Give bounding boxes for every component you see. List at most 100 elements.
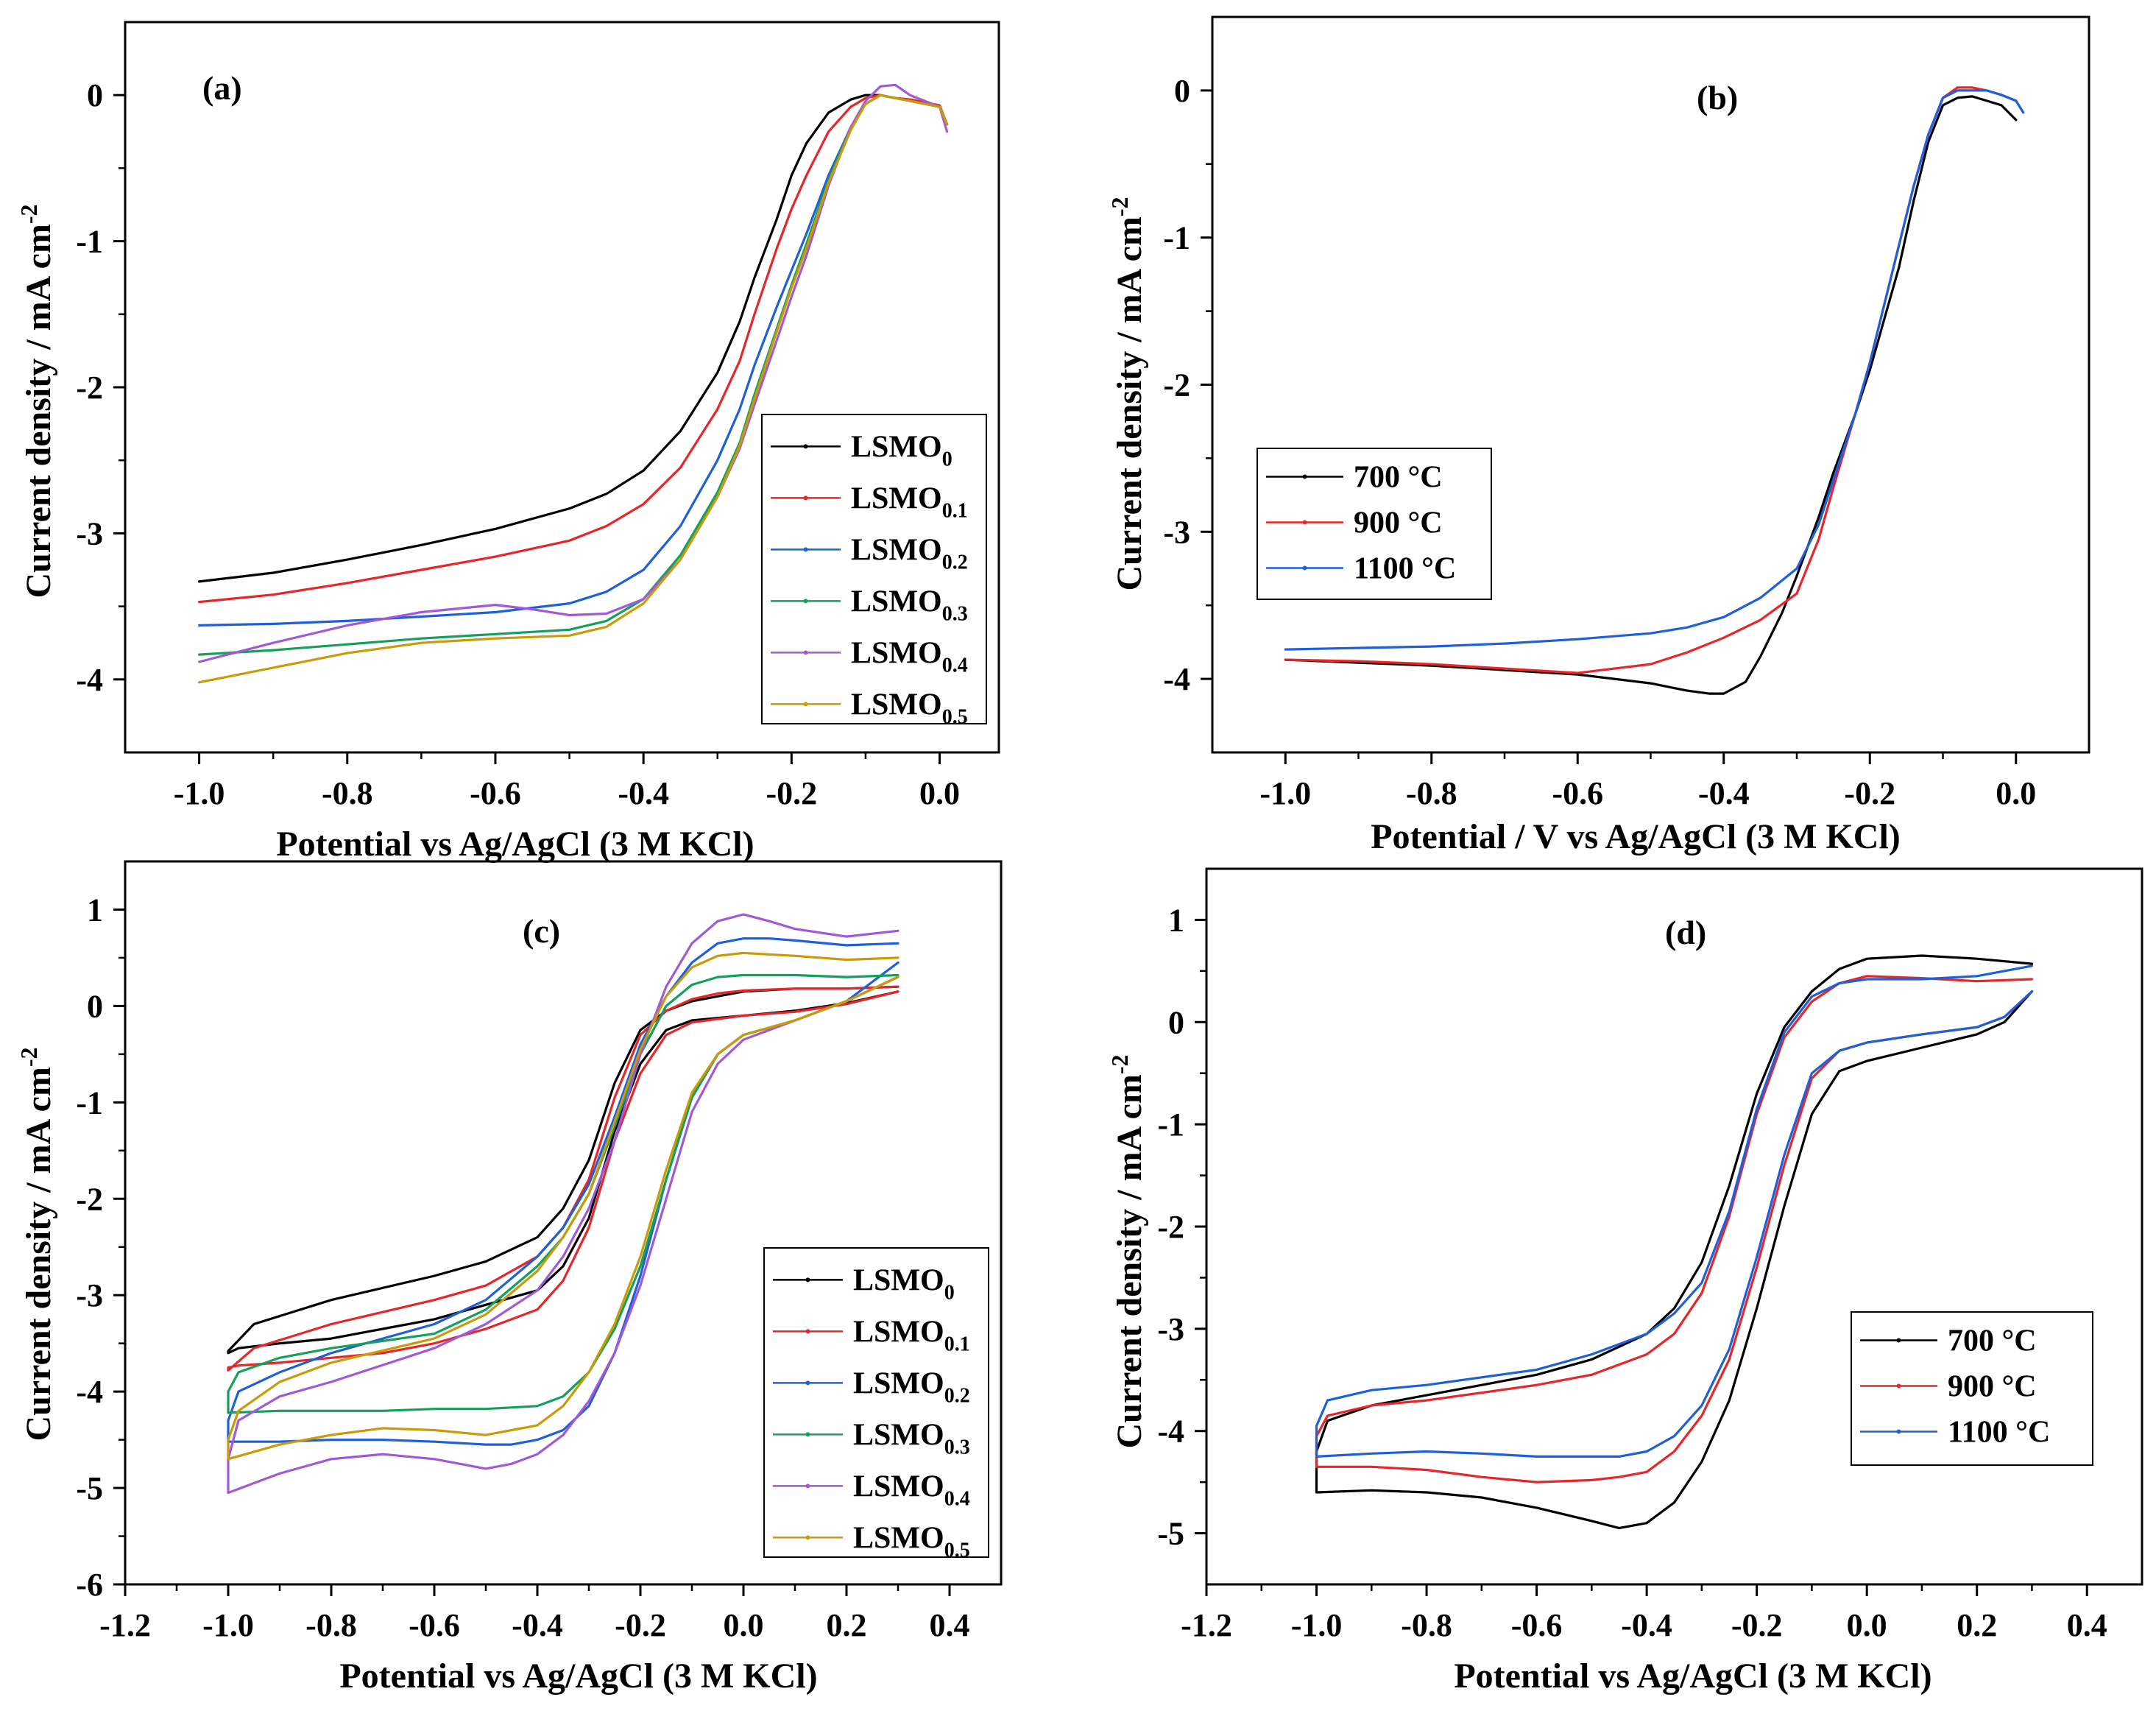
panel-c-legend-marker-5 xyxy=(805,1535,810,1540)
panel-b-xtick-label-0: -1.0 xyxy=(1259,775,1311,811)
panel-d-xtick-label-1: -1.0 xyxy=(1291,1607,1343,1643)
panel-a-xtick-label-5: 0.0 xyxy=(919,775,960,811)
panel-d-xtick-label-5: -0.2 xyxy=(1731,1607,1783,1643)
panel-d-legend: 700 °C 900 °C 1100 °C xyxy=(1851,1311,2093,1466)
panel-d-xtick-label-6: 0.0 xyxy=(1847,1607,1887,1643)
panel-b-ylabel-sup: -2 xyxy=(1106,197,1133,216)
panel-d-ytick-label-3: -2 xyxy=(1157,1209,1184,1245)
panel-a-legend-marker-2 xyxy=(803,547,808,552)
panel-d-legend-marker-1 xyxy=(1896,1383,1901,1389)
panel-d-ylabel-sup: -2 xyxy=(1106,1054,1133,1074)
panel-d-ytick-label-0: 1 xyxy=(1168,902,1184,938)
panel-a-ytick-label-0: 0 xyxy=(87,77,103,113)
panel-c-legend-label-1: LSMO0.1 xyxy=(853,1315,970,1355)
panel-d-ylabel-text: Current density / mA cm xyxy=(1110,1074,1149,1448)
panel-c-legend-box xyxy=(763,1247,989,1558)
panel-b-legend-label-0: 700 °C xyxy=(1354,460,1443,494)
panel-a-series-5 xyxy=(198,94,949,684)
panel-c-ytick-label-7: -6 xyxy=(76,1567,103,1603)
panel-b-legend-label-1: 900 °C xyxy=(1354,506,1443,540)
panel-a-xtick-label-0: -1.0 xyxy=(174,775,225,811)
panel-d-xtick-label-8: 0.4 xyxy=(2067,1607,2107,1643)
panel-c-legend-label-0: LSMO0 xyxy=(853,1263,955,1304)
svg-text:Current density / mA cm-2: Current density / mA cm-2 xyxy=(1106,197,1149,590)
panel-a-legend-label-1: LSMO0.1 xyxy=(851,481,968,522)
panel-a-legend: LSMO0 LSMO0.1 LSMO0.2 LSMO0.3 LSMO0.4 LSMO0.5 xyxy=(761,414,987,728)
panel-c-ytick-label-2: -1 xyxy=(76,1084,103,1121)
panel-b-legend-box xyxy=(1257,448,1492,600)
panel-c-label: (c) xyxy=(523,912,560,950)
panel-b-ylabel-text: Current density / mA cm xyxy=(1110,216,1149,590)
panel-a: (a) -1.0 -0.8 -0.6 -0.4 -0.2 0.0 0 -1 -2 -3 -4 Pot… xyxy=(15,21,1000,864)
panel-b-ytick-label-4: -4 xyxy=(1163,661,1190,697)
panel-a-xtick-label-3: -0.4 xyxy=(618,775,669,811)
panel-b-xtick-label-2: -0.6 xyxy=(1552,775,1603,811)
panel-c-legend-marker-4 xyxy=(805,1484,810,1489)
panel-c-series-1 xyxy=(227,985,899,1372)
panel-a-ylabel-text: Current density / mA cm xyxy=(19,224,58,598)
panel-a-ytick-label-3: -3 xyxy=(76,515,103,551)
panel-c-legend: LSMO0 LSMO0.1 LSMO0.2 LSMO0.3 LSMO0.4 LSMO0.5 xyxy=(763,1247,989,1562)
panel-c-xtick-label-4: -0.4 xyxy=(512,1607,563,1643)
panel-b-xtick-label-5: 0.0 xyxy=(1996,775,2036,811)
svg-text:Current density / mA cm-2: Current density / mA cm-2 xyxy=(1106,1054,1149,1448)
panel-c-xtick-label-0: -1.2 xyxy=(99,1607,151,1643)
panel-d-legend-label-0: 700 °C xyxy=(1948,1324,2037,1358)
panel-a-legend-label-3: LSMO0.3 xyxy=(851,585,968,625)
panel-c-legend-marker-1 xyxy=(805,1329,810,1334)
panel-c-legend-label-3: LSMO0.3 xyxy=(853,1418,970,1458)
panel-c-series-5 xyxy=(227,951,899,1461)
panel-d-xtick-label-3: -0.6 xyxy=(1511,1607,1563,1643)
panel-d-series-0 xyxy=(1315,954,2034,1530)
panel-c-legend-label-2: LSMO0.2 xyxy=(853,1366,970,1407)
panel-b-legend-label-2: 1100 °C xyxy=(1354,551,1456,585)
panel-a-legend-label-4: LSMO0.4 xyxy=(851,636,968,677)
panel-c-legend-label-5: LSMO0.5 xyxy=(853,1521,970,1562)
panel-a-legend-box xyxy=(761,414,987,724)
panel-a-legend-marker-5 xyxy=(803,702,808,707)
panel-c-plot: -1.2 -1.0 -0.8 -0.6 -0.4 -0.2 0.0 0.2 0.4 1 0 -1 -2 -… xyxy=(76,860,1003,1643)
panel-d-legend-marker-0 xyxy=(1896,1338,1901,1343)
panel-b-frame xyxy=(1211,15,2090,754)
panel-d-ytick-label-1: 0 xyxy=(1168,1004,1184,1040)
panel-c-legend-marker-3 xyxy=(805,1432,810,1437)
panel-a-legend-marker-3 xyxy=(803,599,808,604)
panel-b-ytick-label-1: -1 xyxy=(1163,220,1190,256)
panel-b-series-2 xyxy=(1284,89,2025,651)
panel-a-label: (a) xyxy=(202,69,242,107)
panel-c-legend-marker-0 xyxy=(805,1277,810,1283)
panel-c-xtick-label-7: 0.2 xyxy=(827,1607,867,1643)
panel-d-ytick-label-6: -5 xyxy=(1157,1516,1184,1552)
panel-d-legend-label-1: 900 °C xyxy=(1948,1369,2037,1403)
panel-c: (c) -1.2 -1.0 -0.8 -0.6 -0.4 -0.2 0.0 0.2 0.410-… xyxy=(15,860,1003,1696)
panel-b-series-0 xyxy=(1284,95,2018,695)
panel-b-ylabel: Current density / mA cm-2 xyxy=(1106,197,1149,590)
panel-c-xtick-label-1: -1.0 xyxy=(202,1607,254,1643)
panel-d-legend-label-2: 1100 °C xyxy=(1948,1415,2050,1449)
panel-c-xtick-label-3: -0.6 xyxy=(409,1607,460,1643)
panel-c-ytick-label-4: -3 xyxy=(76,1277,103,1313)
panel-d-xtick-label-0: -1.2 xyxy=(1181,1607,1232,1643)
panel-c-frame xyxy=(124,860,1003,1586)
panel-d-xtick-label-4: -0.4 xyxy=(1621,1607,1672,1643)
panel-a-legend-label-5: LSMO0.5 xyxy=(851,688,968,728)
panel-a-legend-marker-4 xyxy=(803,650,808,655)
panel-a-xtick-label-4: -0.2 xyxy=(766,775,818,811)
panel-a-ytick-label-2: -2 xyxy=(76,370,103,406)
panel-a-series-4 xyxy=(198,83,949,663)
panel-b-plot: -1.0 -0.8 -0.6 -0.4 -0.2 0.0 0 -1 -2 -3 -4 xyxy=(1163,15,2090,811)
panel-b-legend: 700 °C 900 °C 1100 °C xyxy=(1257,448,1492,600)
panel-d-plot: -1.2 -1.0 -0.8 -0.6 -0.4 -0.2 0.0 0.2 0.4 1 0 -1 -2 -… xyxy=(1157,867,2143,1643)
panel-b-legend-marker-0 xyxy=(1302,474,1307,479)
panel-a-legend-marker-1 xyxy=(803,495,808,501)
panel-d-frame xyxy=(1205,867,2143,1586)
panel-c-legend-label-4: LSMO0.4 xyxy=(853,1470,970,1510)
panel-b-ytick-label-2: -2 xyxy=(1163,367,1190,403)
panel-a-xtick-label-2: -0.6 xyxy=(470,775,521,811)
panel-b-label: (b) xyxy=(1697,79,1738,116)
panel-d-ytick-label-4: -3 xyxy=(1157,1311,1184,1347)
panel-c-legend-marker-2 xyxy=(805,1380,810,1386)
panel-b: (b) -1.0 -0.8 -0.6 -0.4 -0.2 0.0 0 -1 -2 -3 -4 Pot… xyxy=(1106,15,2090,856)
panel-c-ytick-label-5: -4 xyxy=(76,1374,103,1410)
panel-a-ylabel: Current density / mA cm-2 xyxy=(15,204,58,598)
